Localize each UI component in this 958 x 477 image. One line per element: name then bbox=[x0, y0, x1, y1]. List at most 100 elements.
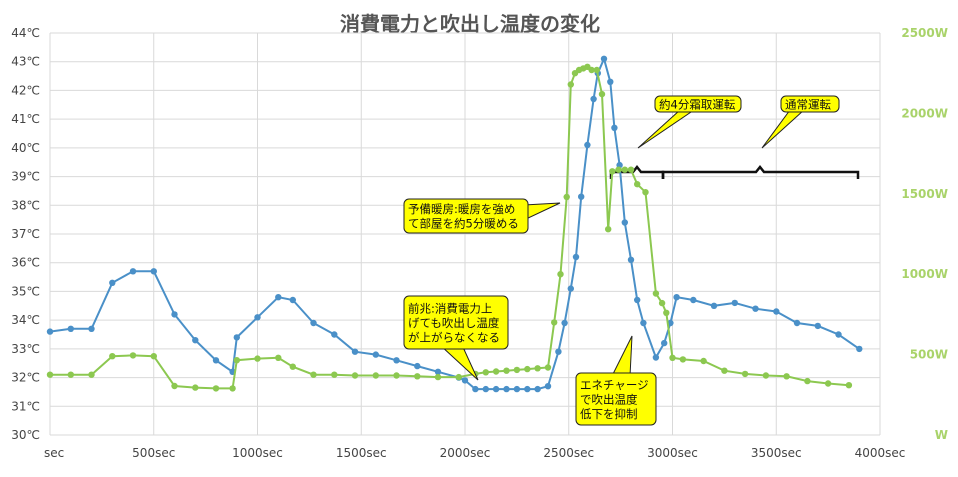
data-point bbox=[557, 271, 564, 278]
x-tick-label: sec bbox=[44, 446, 64, 460]
left-tick-label: 31℃ bbox=[11, 399, 40, 413]
data-point bbox=[524, 385, 531, 393]
data-point bbox=[372, 372, 379, 379]
left-tick-label: 32℃ bbox=[11, 371, 40, 385]
callout-text: で吹出温度 bbox=[580, 392, 638, 406]
data-point bbox=[289, 296, 296, 304]
data-point bbox=[621, 166, 628, 173]
right-tick-label: 2500W bbox=[901, 26, 948, 40]
data-point bbox=[600, 55, 608, 62]
left-tick-label: 40℃ bbox=[11, 141, 40, 155]
left-tick-label: 44℃ bbox=[11, 26, 40, 40]
data-point bbox=[192, 384, 199, 391]
data-point bbox=[627, 256, 635, 263]
data-point bbox=[67, 325, 75, 332]
data-point bbox=[88, 325, 95, 332]
data-point bbox=[351, 348, 359, 355]
data-point bbox=[310, 371, 317, 378]
data-point bbox=[171, 382, 178, 390]
data-point bbox=[129, 268, 137, 275]
callout-text: 通常運転 bbox=[785, 97, 831, 111]
data-point bbox=[254, 355, 261, 362]
x-tick-label: 4000sec bbox=[855, 446, 906, 460]
data-point bbox=[310, 319, 317, 327]
x-tick-label: 1500sec bbox=[336, 446, 387, 460]
data-point bbox=[414, 362, 421, 370]
data-point bbox=[534, 365, 541, 372]
data-point bbox=[590, 95, 597, 103]
data-point bbox=[171, 311, 178, 318]
data-point bbox=[372, 351, 379, 358]
series-temperature bbox=[46, 55, 863, 393]
data-point bbox=[669, 354, 676, 361]
data-point bbox=[621, 219, 628, 226]
x-tick-label: 3000sec bbox=[647, 446, 698, 460]
data-point bbox=[584, 141, 591, 149]
callout-text: げても吹出し温度 bbox=[408, 316, 500, 330]
data-point bbox=[331, 331, 338, 338]
data-point bbox=[233, 334, 240, 341]
data-point bbox=[721, 367, 728, 374]
data-point bbox=[534, 385, 541, 393]
data-point bbox=[762, 372, 770, 379]
callout-text: て部屋を約5分暖める bbox=[408, 217, 519, 231]
callout-box bbox=[780, 95, 840, 113]
data-point bbox=[472, 385, 479, 393]
data-point bbox=[351, 372, 359, 379]
data-point bbox=[690, 296, 697, 304]
data-point bbox=[67, 371, 75, 378]
data-point bbox=[555, 348, 562, 355]
callout-text: 約4分霜取運転 bbox=[659, 97, 736, 111]
data-point bbox=[229, 385, 236, 392]
left-tick-label: 41℃ bbox=[11, 112, 40, 126]
x-tick-label: 2500sec bbox=[543, 446, 594, 460]
x-tick-label: 1000sec bbox=[232, 446, 283, 460]
series-group bbox=[46, 55, 863, 393]
data-point bbox=[731, 299, 738, 307]
chart-title: 消費電力と吹出し温度の変化 bbox=[340, 12, 600, 36]
left-tick-label: 35℃ bbox=[11, 284, 40, 298]
callout-text: エネチャージ bbox=[580, 378, 649, 392]
data-point bbox=[567, 285, 574, 292]
data-point bbox=[88, 371, 95, 378]
data-point bbox=[640, 319, 647, 327]
data-point bbox=[652, 354, 660, 361]
left-tick-label: 39℃ bbox=[11, 170, 40, 184]
data-point bbox=[275, 294, 282, 301]
data-point bbox=[254, 314, 261, 321]
data-point bbox=[192, 337, 199, 344]
left-tick-label: 30℃ bbox=[11, 428, 40, 442]
data-point bbox=[658, 299, 666, 307]
right-tick-label: 2000W bbox=[901, 106, 948, 120]
callout-box bbox=[403, 198, 529, 234]
data-point bbox=[393, 372, 400, 379]
right-tick-label: 1500W bbox=[901, 187, 948, 201]
callout-text: 前兆:消費電力上 bbox=[408, 301, 492, 315]
data-point bbox=[572, 253, 580, 261]
data-point bbox=[46, 371, 54, 378]
data-point bbox=[393, 357, 400, 364]
callout-box bbox=[575, 372, 657, 426]
data-point bbox=[544, 364, 552, 371]
data-point bbox=[492, 385, 500, 393]
data-point bbox=[212, 357, 220, 364]
data-point bbox=[627, 166, 635, 173]
data-point bbox=[578, 193, 585, 200]
gridlines bbox=[49, 32, 881, 436]
callouts: 予備暖房:暖房を強めて部屋を約5分暖める前兆:消費電力上げても吹出し温度が上がら… bbox=[403, 95, 840, 426]
data-point bbox=[129, 352, 137, 359]
data-point bbox=[741, 370, 749, 378]
data-point bbox=[503, 385, 510, 393]
x-tick-label: 3500sec bbox=[751, 446, 802, 460]
data-point bbox=[679, 356, 687, 363]
data-point bbox=[642, 189, 649, 196]
data-point bbox=[598, 90, 606, 98]
annotation-callout: 約4分霜取運転 bbox=[637, 95, 742, 149]
data-point bbox=[233, 357, 240, 364]
data-point bbox=[513, 385, 521, 393]
data-point bbox=[434, 373, 442, 381]
data-point bbox=[561, 319, 568, 327]
